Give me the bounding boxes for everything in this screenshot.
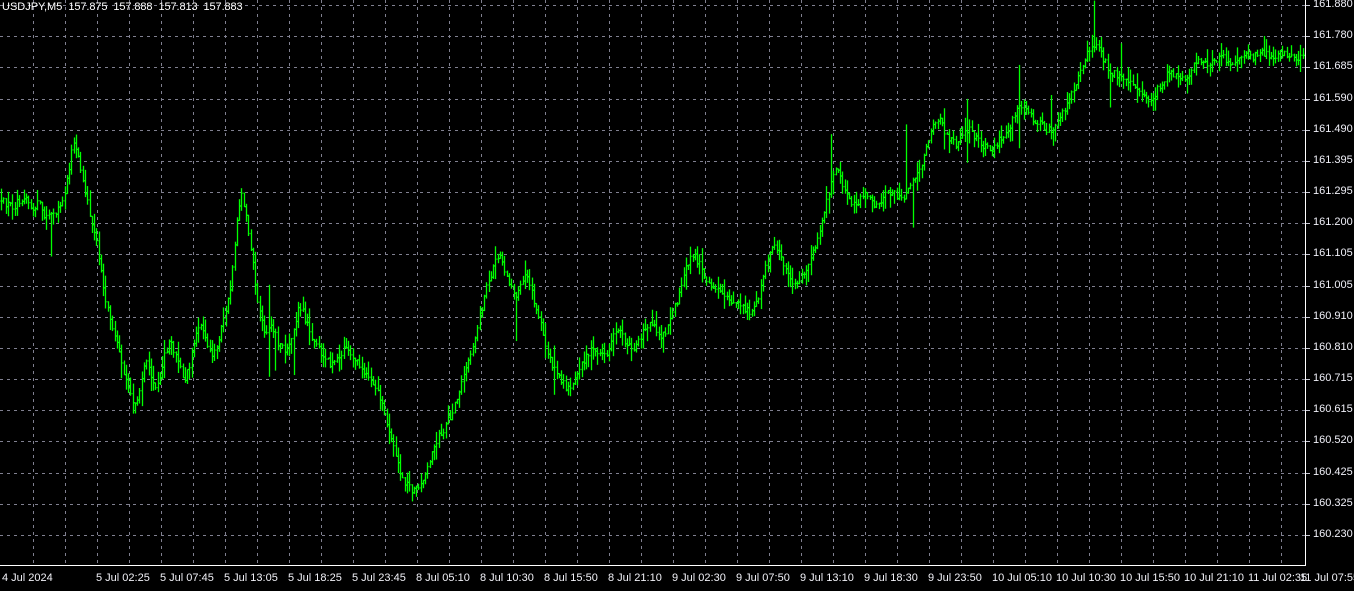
time-axis-label: 8 Jul 10:30 (480, 572, 534, 584)
price-scale[interactable]: 161.880 161.780 161.685 161.590 161.490 161.3… (1306, 0, 1354, 566)
price-tick-mark (1306, 286, 1310, 287)
price-tick-mark (1306, 36, 1310, 37)
price-axis-label: 160.230 (1313, 528, 1353, 540)
time-axis-label: 10 Jul 15:50 (1120, 572, 1180, 584)
price-bars (0, 0, 1306, 502)
time-axis-label: 5 Jul 13:05 (224, 572, 278, 584)
time-axis-label: 5 Jul 02:25 (96, 572, 150, 584)
price-axis-label: 161.685 (1313, 60, 1353, 72)
time-axis-label: 10 Jul 10:30 (1056, 572, 1116, 584)
price-tick-mark (1306, 130, 1310, 131)
time-scale[interactable]: 4 Jul 2024 5 Jul 02:25 5 Jul 07:45 5 Jul 13… (0, 566, 1354, 591)
time-axis-label: 8 Jul 21:10 (608, 572, 662, 584)
time-axis-label: 5 Jul 18:25 (288, 572, 342, 584)
time-axis-label: 11 Jul 02:35 (1248, 572, 1308, 584)
price-axis-label: 160.325 (1313, 497, 1353, 509)
price-tick-mark (1306, 441, 1310, 442)
price-axis-label: 161.105 (1313, 247, 1353, 259)
price-axis-label: 161.200 (1313, 216, 1353, 228)
price-tick-mark (1306, 410, 1310, 411)
price-tick-mark (1306, 67, 1310, 68)
time-axis-label: 9 Jul 13:10 (800, 572, 854, 584)
time-axis-label: 9 Jul 18:30 (864, 572, 918, 584)
price-axis-label: 161.590 (1313, 92, 1353, 104)
price-tick-mark (1306, 223, 1310, 224)
time-axis-border (0, 565, 1306, 566)
chart-plot-area[interactable] (0, 0, 1306, 566)
price-tick-mark (1306, 161, 1310, 162)
price-axis-label: 161.395 (1313, 154, 1353, 166)
price-axis-label: 161.490 (1313, 123, 1353, 135)
time-axis-label: 5 Jul 07:45 (160, 572, 214, 584)
time-axis-label: 4 Jul 2024 (2, 572, 53, 584)
price-axis-label: 160.810 (1313, 341, 1353, 353)
price-axis-label: 161.880 (1313, 0, 1353, 10)
price-axis-label: 161.780 (1313, 29, 1353, 41)
time-axis-label: 10 Jul 05:10 (992, 572, 1052, 584)
price-tick-mark (1306, 348, 1310, 349)
price-axis-label: 160.715 (1313, 372, 1353, 384)
time-axis-label: 9 Jul 07:50 (736, 572, 790, 584)
time-axis-label: 9 Jul 02:30 (672, 572, 726, 584)
time-axis-label: 8 Jul 15:50 (544, 572, 598, 584)
price-tick-mark (1306, 5, 1310, 6)
price-tick-mark (1306, 254, 1310, 255)
price-tick-mark (1306, 535, 1310, 536)
chart-gridlines (0, 0, 1306, 565)
price-tick-mark (1306, 317, 1310, 318)
price-axis-label: 161.295 (1313, 185, 1353, 197)
price-axis-label: 160.520 (1313, 434, 1353, 446)
price-axis-label: 160.425 (1313, 466, 1353, 478)
price-axis-label: 160.910 (1313, 310, 1353, 322)
time-axis-label: 9 Jul 23:50 (928, 572, 982, 584)
time-axis-label: 10 Jul 21:10 (1184, 572, 1244, 584)
price-tick-mark (1306, 504, 1310, 505)
price-tick-mark (1306, 192, 1310, 193)
time-axis-label: 11 Jul 07:55 (1300, 572, 1354, 584)
price-tick-mark (1306, 99, 1310, 100)
price-tick-mark (1306, 379, 1310, 380)
time-axis-label: 5 Jul 23:45 (352, 572, 406, 584)
time-axis-label: 8 Jul 05:10 (416, 572, 470, 584)
price-axis-label: 160.615 (1313, 403, 1353, 415)
price-tick-mark (1306, 473, 1310, 474)
price-axis-border (1305, 0, 1306, 566)
price-axis-label: 161.005 (1313, 279, 1353, 291)
